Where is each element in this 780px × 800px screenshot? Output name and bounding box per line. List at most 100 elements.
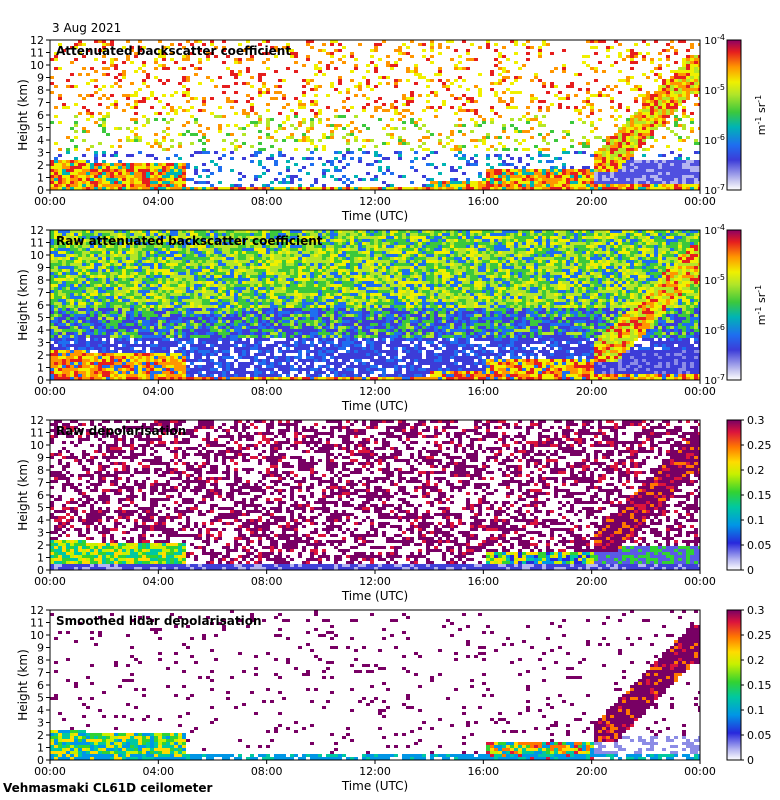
x-tick-label: 12:00 bbox=[359, 575, 391, 588]
colorbar-tick-label: 0.3 bbox=[747, 604, 765, 617]
y-axis-label: Height (km) bbox=[16, 269, 30, 340]
x-tick-label: 16:00 bbox=[467, 385, 499, 398]
data-field bbox=[50, 230, 700, 380]
colorbar-tick-label: 10-4 bbox=[704, 33, 725, 47]
x-tick-label: 00:00 bbox=[34, 575, 66, 588]
y-tick-label: 7 bbox=[37, 97, 44, 110]
y-tick-label: 11 bbox=[30, 47, 44, 60]
data-field bbox=[50, 40, 700, 190]
colorbar-tick-label: 0.2 bbox=[747, 464, 765, 477]
y-tick-label: 11 bbox=[30, 237, 44, 250]
colorbar-tick-label: 10-6 bbox=[704, 323, 725, 337]
y-tick-label: 8 bbox=[37, 654, 44, 667]
x-tick-label: 04:00 bbox=[142, 385, 174, 398]
x-axis-label: Time (UTC) bbox=[341, 209, 408, 223]
x-tick-label: 00:00 bbox=[684, 385, 716, 398]
y-tick-label: 2 bbox=[37, 539, 44, 552]
y-tick-label: 8 bbox=[37, 84, 44, 97]
y-tick-label: 4 bbox=[37, 704, 44, 717]
y-tick-label: 4 bbox=[37, 514, 44, 527]
y-tick-label: 0 bbox=[37, 564, 44, 577]
y-tick-label: 11 bbox=[30, 617, 44, 630]
x-axis-label: Time (UTC) bbox=[341, 399, 408, 413]
x-tick-label: 16:00 bbox=[467, 765, 499, 778]
panel-title: Raw depolarisation bbox=[56, 424, 186, 438]
x-axis-label: Time (UTC) bbox=[341, 589, 408, 603]
y-tick-label: 1 bbox=[37, 552, 44, 565]
y-tick-label: 5 bbox=[37, 122, 44, 135]
y-tick-label: 9 bbox=[37, 72, 44, 85]
colorbar bbox=[726, 229, 742, 381]
y-tick-label: 6 bbox=[37, 489, 44, 502]
colorbar bbox=[726, 419, 742, 571]
colorbar-tick-label: 0.05 bbox=[747, 729, 772, 742]
x-tick-label: 20:00 bbox=[576, 765, 608, 778]
x-tick-label: 12:00 bbox=[359, 765, 391, 778]
x-tick-label: 04:00 bbox=[142, 765, 174, 778]
x-tick-label: 08:00 bbox=[251, 765, 283, 778]
y-tick-label: 2 bbox=[37, 729, 44, 742]
x-tick-label: 00:00 bbox=[34, 385, 66, 398]
colorbar-tick-label: 10-5 bbox=[704, 273, 725, 287]
colorbar-tick-label: 0 bbox=[747, 564, 754, 577]
y-tick-label: 6 bbox=[37, 299, 44, 312]
colorbar-tick-label: 0.25 bbox=[747, 629, 772, 642]
y-tick-label: 8 bbox=[37, 274, 44, 287]
data-field bbox=[50, 420, 700, 570]
y-tick-label: 7 bbox=[37, 477, 44, 490]
colorbar-tick-label: 0.05 bbox=[747, 539, 772, 552]
instrument-label: Vehmasmaki CL61D ceilometer bbox=[3, 781, 213, 795]
y-tick-label: 3 bbox=[37, 717, 44, 730]
y-tick-label: 1 bbox=[37, 172, 44, 185]
panel-title: Raw attenuated backscatter coefficient bbox=[56, 234, 323, 248]
x-tick-label: 08:00 bbox=[251, 575, 283, 588]
y-tick-label: 8 bbox=[37, 464, 44, 477]
y-tick-label: 4 bbox=[37, 324, 44, 337]
date-label: 3 Aug 2021 bbox=[52, 21, 122, 35]
x-tick-label: 16:00 bbox=[467, 575, 499, 588]
y-tick-label: 1 bbox=[37, 362, 44, 375]
y-tick-label: 6 bbox=[37, 679, 44, 692]
y-tick-label: 10 bbox=[30, 439, 44, 452]
colorbar-tick-label: 0.25 bbox=[747, 439, 772, 452]
x-tick-label: 20:00 bbox=[576, 575, 608, 588]
y-tick-label: 0 bbox=[37, 754, 44, 767]
x-tick-label: 00:00 bbox=[684, 575, 716, 588]
y-tick-label: 4 bbox=[37, 134, 44, 147]
colorbar-tick-label: 10-7 bbox=[704, 373, 725, 387]
y-tick-label: 9 bbox=[37, 262, 44, 275]
y-tick-label: 12 bbox=[30, 34, 44, 47]
y-tick-label: 10 bbox=[30, 629, 44, 642]
y-tick-label: 12 bbox=[30, 604, 44, 617]
y-tick-label: 9 bbox=[37, 642, 44, 655]
colorbar bbox=[726, 609, 742, 761]
x-tick-label: 04:00 bbox=[142, 575, 174, 588]
colorbar-tick-label: 0.15 bbox=[747, 679, 772, 692]
colorbar-tick-label: 0 bbox=[747, 754, 754, 767]
y-tick-label: 9 bbox=[37, 452, 44, 465]
y-tick-label: 12 bbox=[30, 414, 44, 427]
colorbar-units: m-1 sr-1 bbox=[754, 95, 768, 135]
y-axis-label: Height (km) bbox=[16, 459, 30, 530]
colorbar-units: m-1 sr-1 bbox=[754, 285, 768, 325]
y-tick-label: 10 bbox=[30, 59, 44, 72]
panel-title: Smoothed lidar depolarisation bbox=[56, 614, 262, 628]
y-tick-label: 0 bbox=[37, 184, 44, 197]
colorbar-tick-label: 10-4 bbox=[704, 223, 725, 237]
x-tick-label: 08:00 bbox=[251, 385, 283, 398]
x-tick-label: 00:00 bbox=[34, 765, 66, 778]
colorbar-tick-label: 10-7 bbox=[704, 183, 725, 197]
data-field bbox=[50, 610, 700, 760]
x-tick-label: 20:00 bbox=[576, 195, 608, 208]
x-tick-label: 00:00 bbox=[684, 765, 716, 778]
y-tick-label: 7 bbox=[37, 287, 44, 300]
x-axis-label: Time (UTC) bbox=[341, 779, 408, 793]
x-tick-label: 20:00 bbox=[576, 385, 608, 398]
y-tick-label: 2 bbox=[37, 159, 44, 172]
y-tick-label: 6 bbox=[37, 109, 44, 122]
panel-title: Attenuated backscatter coefficient bbox=[56, 44, 291, 58]
